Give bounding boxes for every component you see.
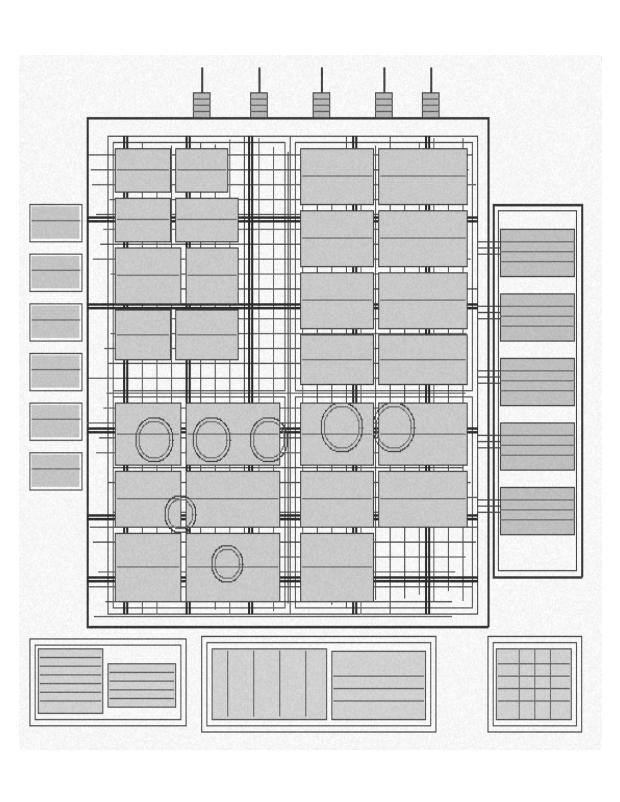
Text: Publication No: 5995584561: Publication No: 5995584561 xyxy=(419,115,567,124)
Text: * Non-Illustrated Parts: * Non-Illustrated Parts xyxy=(92,699,192,707)
Text: WIRING DIAGRAM: WIRING DIAGRAM xyxy=(260,124,376,137)
Text: 27: 27 xyxy=(311,692,325,702)
Text: 01/11: 01/11 xyxy=(516,692,544,702)
Text: EI26SS35J: EI26SS35J xyxy=(253,115,306,124)
Text: ereplacementparts.com: ereplacementparts.com xyxy=(226,416,409,431)
Text: # Functional Parts: # Functional Parts xyxy=(92,687,174,697)
